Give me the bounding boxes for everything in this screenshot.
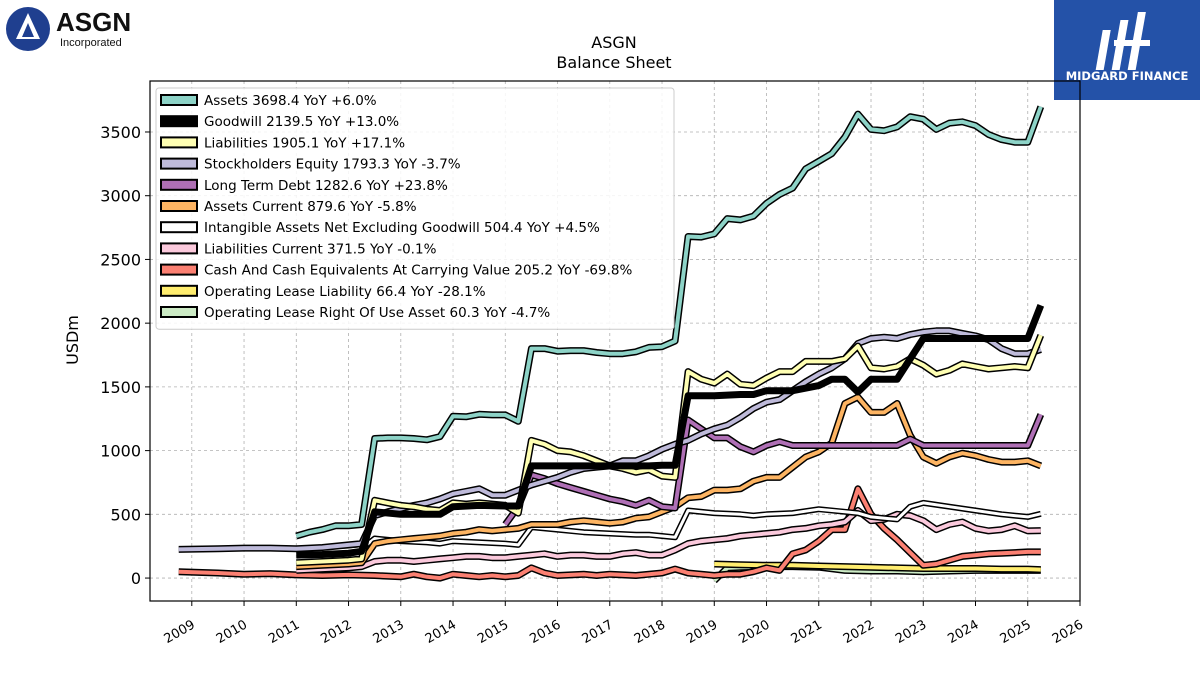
legend-swatch-operating-lease-liability xyxy=(160,284,198,297)
x-tick-label-9: 2018 xyxy=(632,617,668,647)
legend-swatch-stockholders-equity xyxy=(160,157,198,170)
legend-label-assets-current: Assets Current 879.6 YoY -5.8% xyxy=(204,199,417,215)
legend-label-liabilities-current: Liabilities Current 371.5 YoY -0.1% xyxy=(204,241,437,257)
legend-swatch-assets xyxy=(160,94,198,106)
legend-swatch-assets-current xyxy=(160,200,198,212)
y-tick-label-0: 0 xyxy=(131,569,141,588)
series-line-stockholders-equity xyxy=(178,328,1042,552)
legend-box xyxy=(155,87,675,330)
legend-label-operating-lease-liability: Operating Lease Liability 66.4 YoY -28.1… xyxy=(204,284,486,300)
watermark-text: MIDGARD FINANCE xyxy=(1066,69,1189,83)
x-tick-label-1: 2010 xyxy=(214,617,250,647)
legend-swatch-operating-lease-right-of-use-asset xyxy=(160,306,198,318)
x-tick-label-3: 2012 xyxy=(318,617,354,647)
plot-frame xyxy=(149,80,1081,602)
x-tick-label-7: 2016 xyxy=(527,617,563,647)
x-tick-label-15: 2024 xyxy=(945,617,981,647)
x-tick-label-6: 2015 xyxy=(475,617,511,647)
x-tick-label-8: 2017 xyxy=(580,617,616,647)
series-line-intangible-assets-net-excluding-goodwill xyxy=(296,501,1042,555)
x-tick-label-2: 2011 xyxy=(266,617,302,647)
x-tick-label-5: 2014 xyxy=(423,617,459,647)
legend-label-intangible-assets-net-excluding-goodwill: Intangible Assets Net Excluding Goodwill… xyxy=(204,220,600,236)
y-tick-label-7: 3500 xyxy=(100,123,141,142)
asgn-logo-name: ASGN xyxy=(56,7,131,37)
series-outline-assets-current xyxy=(296,393,1043,571)
series-line-liabilities-current xyxy=(296,508,1041,573)
x-tick-label-17: 2026 xyxy=(1050,617,1086,647)
y-axis-label: USDm xyxy=(63,315,82,365)
x-tick-label-11: 2020 xyxy=(736,617,772,647)
x-tick-label-12: 2021 xyxy=(789,617,825,647)
legend-label-operating-lease-right-of-use-asset: Operating Lease Right Of Use Asset 60.3 … xyxy=(204,305,550,321)
legend-label-goodwill: Goodwill 2139.5 YoY +13.0% xyxy=(204,114,399,130)
y-tick-label-3: 1500 xyxy=(100,378,141,397)
x-tick-label-0: 2009 xyxy=(162,617,198,647)
legend-swatch-long-term-debt xyxy=(160,178,198,191)
chart-title: ASGN xyxy=(591,33,636,52)
legend-swatch-liabilities-current xyxy=(160,242,198,255)
legend-swatch-goodwill xyxy=(160,115,198,128)
series-line-assets-current xyxy=(296,395,1042,569)
x-tick-label-13: 2022 xyxy=(841,617,877,647)
series-line-cash-and-cash-equivalents-at-carrying-value xyxy=(178,486,1041,581)
asgn-logo: ASGN Incorporated xyxy=(4,4,154,54)
x-tick-label-10: 2019 xyxy=(684,617,720,647)
y-tick-label-2: 1000 xyxy=(100,442,141,461)
legend-label-long-term-debt: Long Term Debt 1282.6 YoY +23.8% xyxy=(204,178,448,194)
series-line-assets xyxy=(295,106,1043,538)
y-tick-label-1: 500 xyxy=(110,505,141,524)
legend-label-stockholders-equity: Stockholders Equity 1793.3 YoY -3.7% xyxy=(204,157,461,173)
y-tick-label-4: 2000 xyxy=(100,314,141,333)
legend-swatch-cash-and-cash-equivalents-at-carrying-value xyxy=(160,263,198,276)
x-tick-label-4: 2013 xyxy=(371,617,407,647)
midgard-finance-watermark: MIDGARD FINANCE xyxy=(1054,0,1200,100)
legend-label-assets: Assets 3698.4 YoY +6.0% xyxy=(204,93,377,109)
legend-label-cash-and-cash-equivalents-at-carrying-value: Cash And Cash Equivalents At Carrying Va… xyxy=(204,263,632,279)
series-line-long-term-debt xyxy=(503,413,1043,526)
x-tick-label-16: 2025 xyxy=(998,617,1034,647)
legend-swatch-intangible-assets-net-excluding-goodwill xyxy=(160,221,198,234)
series-line-goodwill xyxy=(296,304,1045,559)
asgn-logo-sub: Incorporated xyxy=(60,37,122,49)
legend-swatch-liabilities xyxy=(160,136,198,149)
x-tick-label-14: 2023 xyxy=(893,617,929,647)
legend: Assets 3698.4 YoY +6.0% Goodwill 2139.5 Y… xyxy=(155,87,675,330)
y-tick-label-6: 3000 xyxy=(100,187,141,206)
y-tick-label-5: 2500 xyxy=(100,250,141,269)
chart-subtitle: Balance Sheet xyxy=(556,53,671,72)
legend-label-liabilities: Liabilities 1905.1 YoY +17.1% xyxy=(204,135,405,151)
series-lines xyxy=(178,105,1045,584)
